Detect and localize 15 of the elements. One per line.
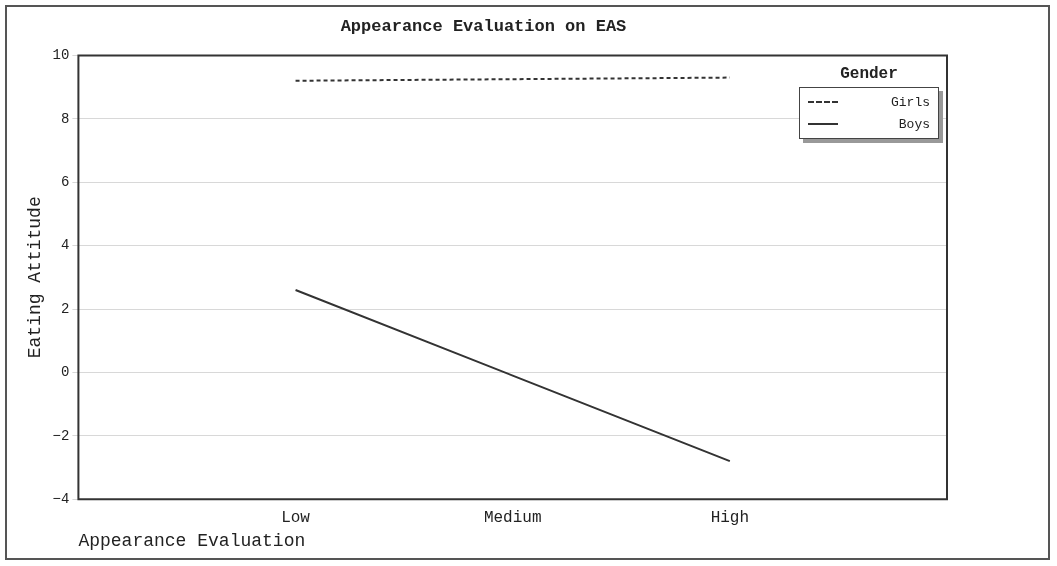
x-axis-title: Appearance Evaluation: [78, 530, 306, 551]
y-tick-label: 4: [61, 237, 70, 254]
y-tick-label: 8: [61, 110, 70, 127]
y-tick-label: 2: [61, 300, 70, 317]
y-tick-label: 6: [61, 173, 70, 190]
x-tick-label: Low: [281, 509, 311, 528]
y-tick-label: −4: [52, 490, 70, 507]
y-tick-label: −2: [52, 427, 70, 444]
x-tick-label: Medium: [483, 509, 542, 528]
y-tick-label: 0: [61, 364, 70, 381]
x-tick-label: High: [710, 509, 750, 528]
chart-title: Appearance Evaluation on EAS: [340, 17, 627, 37]
y-axis-title: Eating Attitude: [24, 196, 45, 359]
legend-title: Gender: [839, 65, 899, 84]
y-tick-label: 10: [52, 47, 70, 64]
